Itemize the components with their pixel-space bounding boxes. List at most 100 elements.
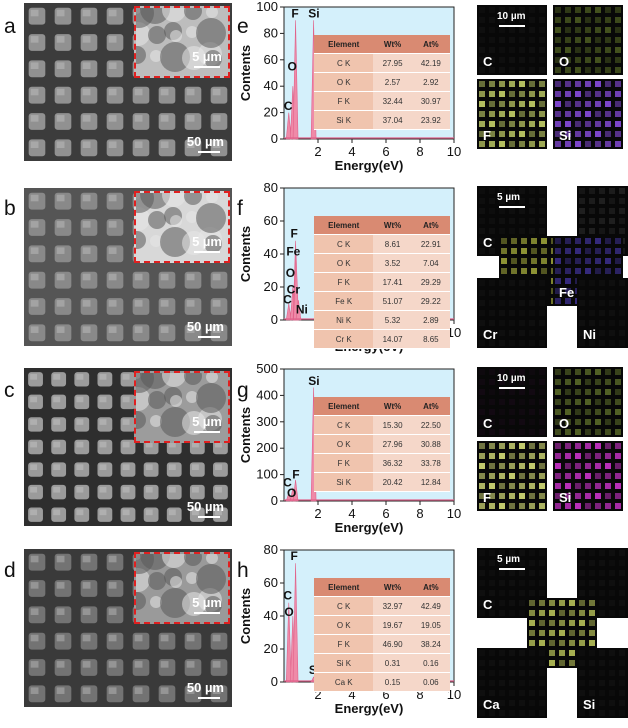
inset-magnified: 5 µm <box>134 371 230 443</box>
eds-chart-h: 020406080246810Energy(eV)ContentsFCOSiCa… <box>238 542 464 720</box>
y-tick-label: 100 <box>256 0 278 14</box>
table-cell: O K <box>314 253 374 273</box>
table-cell: 32.97 <box>373 596 412 616</box>
spectrum-peak <box>292 20 299 140</box>
column-header: Wt% <box>373 397 412 416</box>
table-cell: 27.95 <box>373 53 412 73</box>
table-row: C K 15.30 22.50 <box>314 415 450 435</box>
table-cell: F K <box>314 91 374 111</box>
element-map-label: Ca <box>483 697 500 712</box>
inset-magnified: 5 µm <box>134 191 230 263</box>
x-axis-label: Energy(eV) <box>335 701 404 716</box>
table-cell: 19.67 <box>373 615 412 635</box>
plot-frame <box>283 368 455 502</box>
peak-label: O <box>286 266 295 280</box>
element-map-label: Si <box>559 490 572 505</box>
element-map-label: F <box>483 128 491 143</box>
element-map-texture <box>479 81 545 147</box>
peak-label: C <box>284 99 293 113</box>
x-tick-label: 6 <box>382 506 389 521</box>
table-cell: 14.07 <box>373 329 412 349</box>
main-scale-label: 50 µm <box>186 680 224 695</box>
peak-label: Si <box>308 7 319 21</box>
x-tick-label: 2 <box>314 687 321 702</box>
table-row: F K 17.41 29.29 <box>314 272 450 292</box>
table-cell: 32.44 <box>373 91 412 111</box>
table-header-row: Element Wt% At% <box>314 35 450 54</box>
main-scale-bar <box>198 516 220 518</box>
element-map-c: C 10 µm <box>477 5 547 75</box>
element-map-texture <box>479 443 545 509</box>
y-axis-label: Contents <box>238 588 253 644</box>
table-row: O K 2.57 2.92 <box>314 72 450 92</box>
table-cell: 22.50 <box>411 415 450 435</box>
element-map-texture <box>555 7 621 73</box>
x-tick-label: 2 <box>314 144 321 159</box>
map-scale-label: 5 µm <box>497 192 520 203</box>
panel-letter-d: d <box>4 559 16 582</box>
table-cell: O K <box>314 434 374 454</box>
panel-letter-b: b <box>4 197 16 220</box>
x-tick-label: 10 <box>447 506 461 521</box>
table-row: Si K 0.31 0.16 <box>314 653 450 673</box>
table-cell: 23.92 <box>411 110 450 130</box>
table-cell: 7.04 <box>411 253 450 273</box>
table-cell: 42.19 <box>411 53 450 73</box>
table-cell: 2.92 <box>411 72 450 92</box>
table-cell: 20.42 <box>373 472 412 492</box>
y-tick-label: 500 <box>256 361 278 376</box>
element-map-texture <box>579 280 625 346</box>
main-scale-bar <box>198 151 220 153</box>
table-cell: O K <box>314 615 374 635</box>
spectrum-peak <box>285 492 292 502</box>
composition-table: Element Wt% At% C K 15.30 22.50 O K 27.96 30.88 F… <box>314 397 450 492</box>
x-tick-label: 4 <box>348 506 355 521</box>
y-tick-label: 40 <box>264 246 278 261</box>
inset-scale-label: 5 µm <box>192 414 222 429</box>
peak-label: C <box>283 589 292 603</box>
inset-texture <box>136 554 226 618</box>
main-scale-bar <box>198 336 220 338</box>
table-row: Ca K 0.15 0.06 <box>314 672 450 692</box>
y-tick-label: 60 <box>264 575 278 590</box>
peak-label: F <box>292 468 299 482</box>
table-row: C K 27.95 42.19 <box>314 53 450 73</box>
peak-label: C <box>283 475 292 489</box>
y-tick-label: 40 <box>264 608 278 623</box>
x-tick-label: 8 <box>416 687 423 702</box>
table-cell: C K <box>314 596 374 616</box>
table-row: F K 32.44 30.97 <box>314 91 450 111</box>
inset-scale-bar <box>194 66 220 68</box>
element-map-texture <box>555 443 621 509</box>
peak-label: Fe <box>286 245 300 259</box>
table-cell: 42.49 <box>411 596 450 616</box>
eds-chart-f: 020406080246810Energy(eV)ContentsFFeOCrC… <box>238 180 464 358</box>
element-map-label: Si <box>583 697 596 712</box>
table-row: Ni K 5.32 2.89 <box>314 310 450 330</box>
y-tick-label: 0 <box>271 312 278 327</box>
element-map-ni: Ni <box>577 278 628 348</box>
y-tick-label: 0 <box>271 493 278 508</box>
table-cell: 51.07 <box>373 291 412 311</box>
table-cell: C K <box>314 415 374 435</box>
column-header: Element <box>314 578 374 597</box>
element-map-si: Si <box>577 648 628 718</box>
table-row: Cr K 14.07 8.65 <box>314 329 450 349</box>
spectrum-peak <box>285 602 292 683</box>
table-cell: 29.22 <box>411 291 450 311</box>
table-cell: C K <box>314 53 374 73</box>
sem-image-a: 5 µm 50 µm <box>24 3 232 161</box>
inset-scale-label: 5 µm <box>192 595 222 610</box>
table-cell: O K <box>314 72 374 92</box>
table-cell: Ca K <box>314 672 374 692</box>
y-axis-label: Contents <box>238 407 253 463</box>
map-scale-bar <box>499 568 525 570</box>
table-cell: Ni K <box>314 310 374 330</box>
table-cell: 3.52 <box>373 253 412 273</box>
table-row: O K 27.96 30.88 <box>314 434 450 454</box>
x-tick-label: 8 <box>416 506 423 521</box>
element-map-label: Si <box>559 128 572 143</box>
table-cell: 19.05 <box>411 615 450 635</box>
x-tick-label: 6 <box>382 687 389 702</box>
